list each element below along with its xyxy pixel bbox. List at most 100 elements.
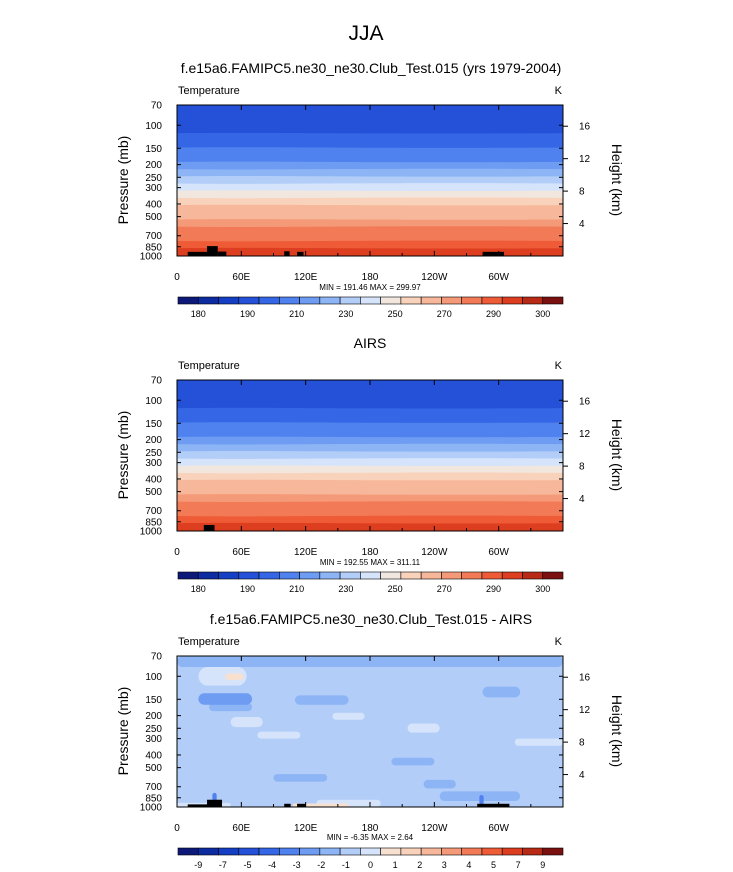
pressure-tick-label: 200 (145, 711, 162, 722)
terrain-mask (477, 803, 510, 807)
pressure-tick-label: 250 (145, 448, 162, 459)
contour-feature (212, 792, 217, 802)
panel-3-variable-label: Temperature (178, 636, 240, 648)
panel-1-ylabel-right: Height (km) (609, 144, 625, 216)
colorbar-swatch (339, 296, 361, 305)
colorbar-swatch (461, 296, 483, 305)
colorbar-swatch (218, 296, 240, 305)
pressure-tick-label: 300 (145, 183, 162, 194)
contour-band (177, 132, 563, 142)
contour-band (177, 233, 563, 243)
pressure-tick-label: 850 (145, 242, 162, 253)
colorbar-label: -3 (293, 860, 301, 870)
colorbar-label: 300 (535, 584, 550, 594)
longitude-tick-label: 120W (421, 272, 448, 283)
colorbar-label: 7 (516, 860, 521, 870)
pressure-tick-label: 250 (145, 724, 162, 735)
colorbar-label: 250 (388, 584, 403, 594)
contour-feature (482, 686, 521, 698)
colorbar-label: 300 (535, 309, 550, 319)
panel-2-ylabel: Pressure (mb) (115, 411, 131, 500)
colorbar-swatch (481, 571, 503, 580)
colorbar-swatch (197, 571, 219, 580)
colorbar-swatch (542, 847, 564, 856)
contour-band (177, 211, 563, 221)
contour-feature (209, 702, 253, 712)
contour-band (177, 111, 563, 121)
longitude-tick-label: 120E (294, 823, 318, 834)
contour-band (177, 393, 563, 403)
pressure-tick-label: 400 (145, 750, 162, 761)
colorbar-swatch (218, 847, 240, 856)
contour-band (177, 168, 563, 178)
contour-band (177, 204, 563, 214)
terrain-mask (284, 251, 290, 256)
contour-feature (225, 673, 244, 681)
contour-band (177, 472, 563, 482)
pressure-tick-label: 500 (145, 212, 162, 223)
colorbar-swatch (279, 296, 300, 305)
colorbar-swatch (380, 571, 402, 580)
colorbar-swatch (441, 847, 462, 856)
panel-2-ylabel-right: Height (km) (609, 419, 625, 491)
pressure-tick-label: 400 (145, 474, 162, 485)
longitude-tick-label: 60W (488, 272, 509, 283)
contour-band (177, 465, 563, 475)
colorbar-swatch (420, 296, 442, 305)
pressure-tick-label: 500 (145, 487, 162, 498)
pressure-tick-label: 250 (145, 173, 162, 184)
colorbar-swatch (197, 296, 219, 305)
terrain-mask (187, 251, 208, 256)
contour-feature (177, 656, 563, 668)
colorbar-swatch (299, 571, 321, 580)
pressure-tick-label: 70 (151, 652, 163, 663)
contour-feature (230, 717, 263, 728)
colorbar-swatch (177, 847, 199, 856)
longitude-tick-label: 180 (362, 272, 379, 283)
contour-band (177, 226, 563, 236)
colorbar-swatch (420, 571, 442, 580)
colorbar-swatch (319, 571, 341, 580)
panel-1-units-label: K (555, 85, 563, 97)
colorbar-swatch (400, 847, 422, 856)
terrain-mask (297, 803, 306, 807)
terrain-mask (284, 803, 291, 807)
colorbar-swatch (299, 296, 321, 305)
colorbar-label: 210 (289, 584, 304, 594)
colorbar-label: 9 (540, 860, 545, 870)
colorbar-label: -2 (317, 860, 325, 870)
height-tick-label: 16 (579, 122, 591, 133)
pressure-tick-label: 400 (145, 199, 162, 210)
contour-band (177, 508, 563, 518)
colorbar-swatch (400, 296, 422, 305)
colorbar-swatch (481, 847, 503, 856)
contour-band (177, 197, 563, 207)
terrain-mask (207, 246, 218, 256)
panel-2-units-label: K (555, 360, 563, 372)
height-tick-label: 12 (579, 429, 591, 440)
colorbar-swatch (319, 296, 341, 305)
colorbar-swatch (177, 571, 199, 580)
longitude-tick-label: 60E (232, 547, 250, 558)
colorbar-swatch (258, 847, 280, 856)
colorbar-swatch (197, 847, 219, 856)
panel-3-stats: MIN = -6.35 MAX = 2.64 (327, 833, 414, 842)
colorbar-label: -7 (219, 860, 227, 870)
panel-1-title: f.e15a6.FAMIPC5.ne30_ne30.Club_Test.015 … (181, 60, 562, 76)
colorbar-label: 3 (442, 860, 447, 870)
pressure-tick-label: 100 (145, 672, 162, 683)
contour-feature (479, 795, 484, 805)
colorbar-label: 270 (437, 584, 452, 594)
pressure-tick-label: 70 (151, 376, 163, 387)
colorbar-swatch (461, 571, 483, 580)
contour-band (177, 407, 563, 417)
panel-2-title: AIRS (354, 335, 387, 351)
contour-band (177, 175, 563, 186)
colorbar-swatch (339, 847, 361, 856)
colorbar-swatch (501, 847, 523, 856)
colorbar-label: 1 (393, 860, 398, 870)
longitude-tick-label: 60E (232, 272, 250, 283)
contour-band (177, 479, 563, 489)
colorbar-swatch (218, 571, 240, 580)
contour-feature (514, 738, 563, 746)
